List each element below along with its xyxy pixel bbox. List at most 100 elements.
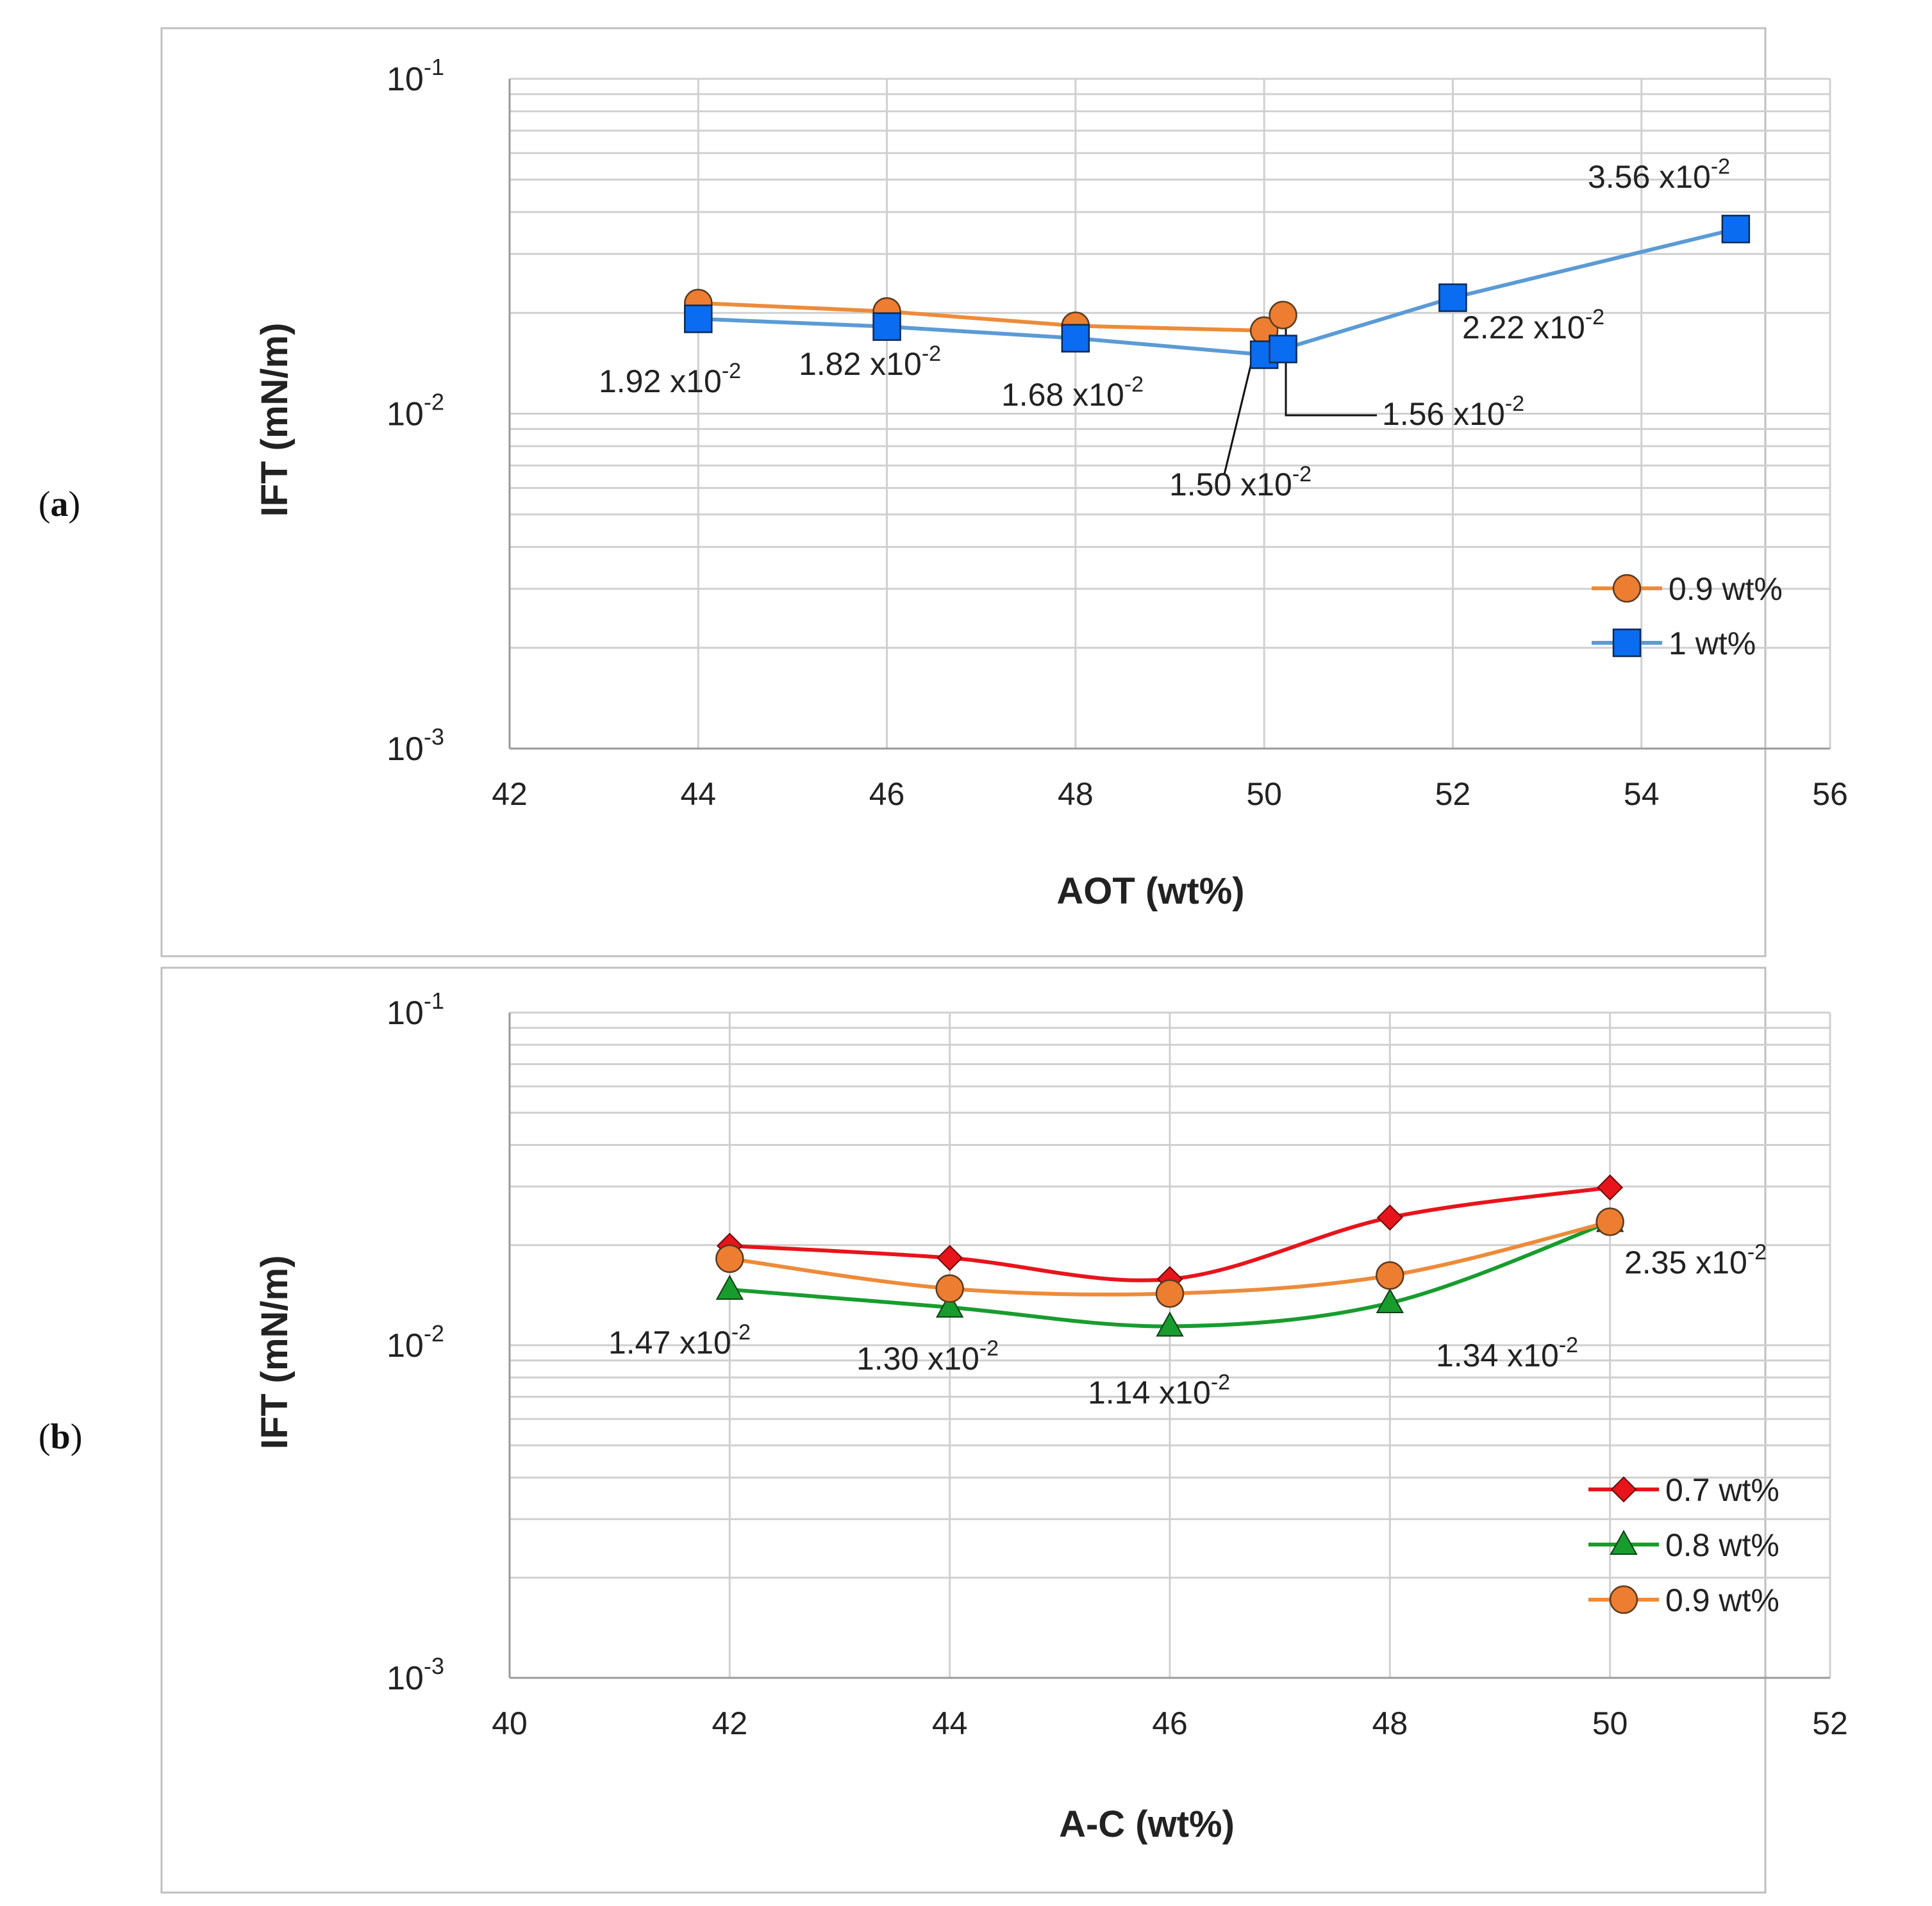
data-label-mantissa: 1.50 xyxy=(1169,467,1231,502)
data-label-base: 10 xyxy=(1675,159,1711,195)
y-tick-exponent: -1 xyxy=(424,988,444,1014)
y-tick-label: 10-3 xyxy=(387,724,444,768)
x-tick-label: 52 xyxy=(1812,1705,1848,1741)
legend-label: 0.9 wt% xyxy=(1665,1582,1779,1618)
data-label-base: 10 xyxy=(1088,377,1124,413)
legend-marker-square xyxy=(1612,628,1642,658)
data-label: 1.14 x10-2 xyxy=(1088,1370,1230,1411)
data-label-exponent: -2 xyxy=(1505,392,1524,416)
x-tick-label: 50 xyxy=(1592,1705,1628,1741)
y-axis-title-a: IFT (mN/m) xyxy=(254,323,296,517)
data-point-diamond xyxy=(937,1245,963,1272)
x-axis-title-b: A-C (wt%) xyxy=(1059,1803,1235,1845)
data-point-circle xyxy=(1155,1279,1185,1308)
data-point-square xyxy=(684,304,713,333)
data-point-circle xyxy=(1269,301,1297,329)
data-point-square xyxy=(872,312,901,341)
y-tick-base: 10 xyxy=(387,1327,424,1364)
legend-b: 0.7 wt% 0.8 wt% 0.9 wt% xyxy=(1588,1472,1779,1618)
data-label: 2.22 x10-2 xyxy=(1462,305,1604,345)
data-label: 1.56 x10-2 xyxy=(1382,392,1524,432)
data-label-sep: x xyxy=(1444,396,1469,432)
grid-b xyxy=(508,1011,1831,1679)
x-tick-label: 52 xyxy=(1435,776,1471,812)
data-label-base: 10 xyxy=(1523,1338,1559,1373)
x-tick-label: 44 xyxy=(680,776,716,812)
y-tick-label: 10-1 xyxy=(387,988,444,1032)
data-point-circle xyxy=(1376,1261,1404,1290)
grid-a xyxy=(508,78,1831,750)
data-label-sep: x xyxy=(1231,467,1256,502)
data-label-sep: x xyxy=(861,346,886,382)
data-label-exponent: -2 xyxy=(1711,154,1730,179)
data-point-square xyxy=(1438,283,1467,312)
x-tick-label: 42 xyxy=(712,1705,748,1741)
data-label-mantissa: 1.14 xyxy=(1088,1375,1150,1411)
data-label-exponent: -2 xyxy=(1124,372,1144,397)
legend-marker-triangle xyxy=(1610,1529,1638,1555)
x-tick-label: 46 xyxy=(1152,1705,1188,1741)
data-point-triangle xyxy=(935,1292,964,1318)
data-label-mantissa: 1.30 xyxy=(856,1341,919,1377)
panel-a-letter: (a) xyxy=(38,485,80,524)
data-label-base: 10 xyxy=(1549,310,1585,345)
x-tick-label: 50 xyxy=(1246,776,1282,812)
data-label-exponent: -2 xyxy=(731,1320,751,1345)
series-markers-b xyxy=(715,1174,1624,1337)
legend-label: 0.7 wt% xyxy=(1665,1472,1779,1508)
panel-b-letter: (b) xyxy=(38,1417,82,1457)
x-tick-label: 44 xyxy=(932,1705,968,1741)
data-label-sep: x xyxy=(919,1341,944,1377)
data-label-mantissa: 1.68 xyxy=(1001,377,1063,413)
data-point-square xyxy=(1721,215,1751,244)
data-label: 1.34 x10-2 xyxy=(1436,1333,1578,1373)
data-label: 1.47 x10-2 xyxy=(608,1320,751,1361)
data-label-base: 10 xyxy=(886,346,922,382)
data-label-base: 10 xyxy=(1256,467,1292,502)
data-label-exponent: -2 xyxy=(722,359,741,383)
y-tick-exponent: -2 xyxy=(424,1320,444,1347)
data-labels-b: 1.47 x10-21.30 x10-21.14 x10-21.34 x10-2… xyxy=(608,1240,1767,1411)
data-label: 1.30 x10-2 xyxy=(856,1336,999,1377)
legend-marker-circle xyxy=(1609,1585,1638,1614)
data-label-exponent: -2 xyxy=(1559,1333,1578,1357)
series-markers-a xyxy=(684,215,1751,369)
data-point-triangle xyxy=(1156,1311,1184,1337)
data-label-mantissa: 1.82 xyxy=(799,346,861,382)
data-label-base: 10 xyxy=(1469,396,1505,432)
data-point-diamond xyxy=(1597,1174,1624,1201)
data-point-circle xyxy=(715,1244,744,1273)
data-label-exponent: -2 xyxy=(922,342,941,366)
data-label-exponent: -2 xyxy=(979,1336,999,1361)
data-label-sep: x xyxy=(661,363,686,399)
y-axis-title-b: IFT (mN/m) xyxy=(254,1255,296,1450)
data-label-exponent: -2 xyxy=(1292,462,1312,486)
panel-b-frame xyxy=(160,966,1767,1894)
legend-a: 0.9 wt% 1 wt% xyxy=(1592,571,1783,661)
x-tick-label: 46 xyxy=(869,776,905,812)
data-label-sep: x xyxy=(1498,1338,1523,1373)
data-label: 1.82 x10-2 xyxy=(799,342,941,382)
data-label-sep: x xyxy=(1650,159,1675,195)
y-tick-base: 10 xyxy=(387,61,424,98)
data-point-triangle xyxy=(1376,1288,1404,1314)
data-label-mantissa: 1.56 xyxy=(1382,396,1444,432)
data-point-triangle xyxy=(715,1275,744,1300)
legend-marker-circle xyxy=(1612,574,1642,603)
data-label-base: 10 xyxy=(1175,1375,1211,1411)
x-tick-label: 56 xyxy=(1812,776,1848,812)
legend-marker-diamond xyxy=(1610,1476,1637,1503)
data-label-exponent: -2 xyxy=(1585,305,1604,329)
data-label-sep: x xyxy=(1150,1375,1175,1411)
data-label-sep: x xyxy=(1063,377,1088,413)
x-tick-label: 48 xyxy=(1372,1705,1408,1741)
data-label: 1.68 x10-2 xyxy=(1001,372,1144,413)
data-label-mantissa: 1.92 xyxy=(599,363,661,399)
data-point-square xyxy=(1061,324,1090,353)
data-label-sep: x xyxy=(670,1325,695,1361)
data-label-exponent: -2 xyxy=(1747,1240,1767,1264)
data-label: 1.50 x10-2 xyxy=(1169,462,1312,502)
